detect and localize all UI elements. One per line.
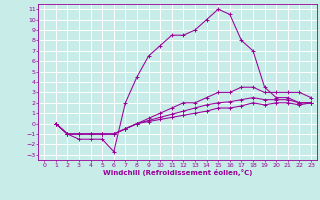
X-axis label: Windchill (Refroidissement éolien,°C): Windchill (Refroidissement éolien,°C) xyxy=(103,169,252,176)
